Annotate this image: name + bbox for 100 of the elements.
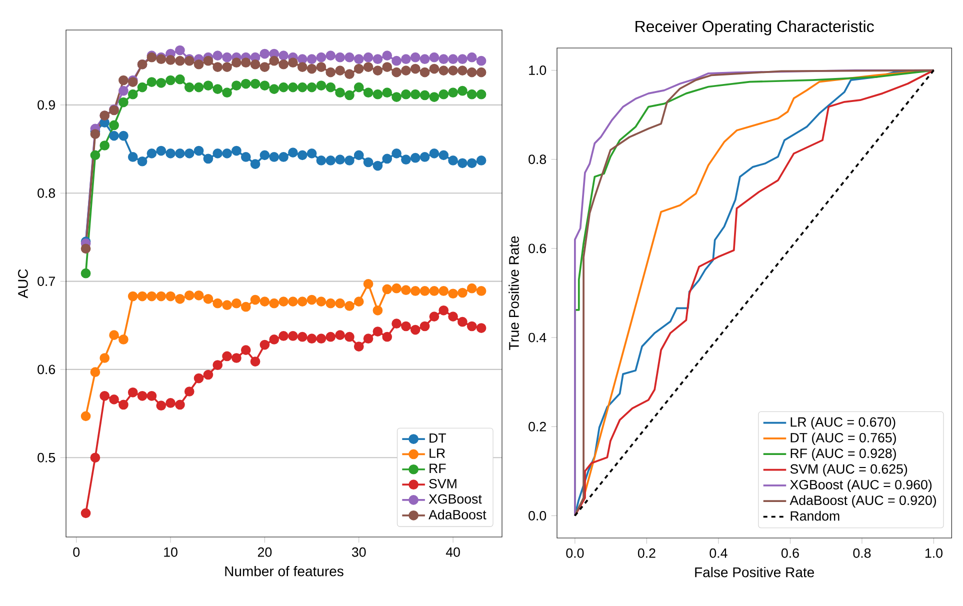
- legend-label: SVM: [429, 478, 456, 488]
- legend-label: DT: [430, 433, 446, 443]
- point: [80, 268, 91, 278]
- point: [372, 326, 383, 336]
- point: [344, 156, 354, 166]
- point: [203, 370, 214, 380]
- point: [212, 62, 223, 72]
- point: [410, 89, 420, 100]
- point: [466, 321, 477, 332]
- point: [410, 286, 420, 296]
- point: [90, 150, 100, 160]
- point: [382, 284, 392, 294]
- x-tick-label: 1.0: [925, 548, 942, 558]
- point: [316, 156, 326, 166]
- point: [448, 156, 458, 166]
- point: [344, 69, 354, 80]
- point: [109, 130, 119, 141]
- point: [212, 148, 223, 158]
- point: [222, 62, 232, 72]
- point: [232, 353, 242, 363]
- point: [438, 54, 449, 64]
- point: [410, 152, 420, 163]
- point: [466, 52, 477, 62]
- point: [382, 50, 392, 60]
- point: [429, 52, 440, 62]
- point: [194, 82, 204, 92]
- point: [372, 305, 383, 316]
- point: [156, 146, 166, 156]
- point: [146, 291, 157, 302]
- point: [392, 148, 402, 158]
- point: [476, 156, 486, 166]
- point: [344, 332, 354, 342]
- x-tick-label: 0.8: [853, 548, 871, 558]
- point: [363, 157, 374, 168]
- point: [382, 62, 392, 72]
- x-tick-label: 0.6: [781, 548, 799, 558]
- point: [194, 373, 204, 384]
- point: [156, 291, 166, 302]
- point: [260, 80, 270, 90]
- point: [269, 334, 280, 344]
- point: [316, 296, 326, 306]
- point: [260, 340, 270, 350]
- point: [184, 386, 194, 396]
- point: [438, 305, 449, 316]
- y-tick-label: 0.6: [528, 244, 546, 254]
- point: [401, 66, 411, 76]
- point: [448, 66, 458, 76]
- point: [382, 332, 392, 342]
- point: [128, 152, 138, 162]
- point: [401, 321, 411, 332]
- point: [194, 59, 204, 70]
- legend-label: SVM (AUC = 0.625): [790, 464, 908, 476]
- y-axis-title: AUC: [18, 269, 28, 298]
- point: [420, 54, 430, 64]
- point: [354, 342, 364, 352]
- point: [354, 82, 364, 92]
- point: [363, 62, 374, 72]
- point: [137, 156, 148, 166]
- point: [109, 330, 119, 340]
- point: [166, 75, 176, 86]
- point: [269, 152, 280, 162]
- legend-label: XGBoost: [428, 494, 482, 504]
- point: [194, 146, 204, 156]
- point: [80, 244, 91, 254]
- point: [175, 56, 185, 66]
- point: [156, 78, 166, 88]
- point: [278, 152, 288, 162]
- legend-label: LR (AUC = 0.670): [790, 416, 896, 430]
- point: [392, 92, 402, 102]
- point: [203, 154, 214, 164]
- point: [156, 400, 166, 411]
- point: [278, 331, 288, 341]
- point: [240, 152, 251, 162]
- point: [372, 54, 383, 64]
- point: [146, 390, 157, 401]
- point: [240, 345, 251, 355]
- point: [354, 54, 364, 64]
- point: [90, 367, 100, 378]
- point: [363, 88, 374, 98]
- point: [344, 301, 354, 311]
- point: [240, 58, 251, 68]
- point: [448, 54, 458, 64]
- point: [184, 82, 194, 92]
- point: [184, 290, 194, 300]
- legend-label: RF: [430, 464, 446, 473]
- y-tick-label: 0.8: [38, 188, 56, 198]
- y-axis-title: True Positive Rate: [508, 236, 519, 350]
- y-tick-label: 1.0: [529, 66, 546, 75]
- point: [297, 82, 308, 92]
- point: [297, 296, 308, 306]
- point: [429, 64, 440, 74]
- x-tick-label: 20: [258, 547, 272, 557]
- point: [212, 50, 223, 60]
- point: [401, 285, 411, 296]
- point: [429, 148, 440, 158]
- point: [420, 321, 430, 332]
- point: [335, 88, 345, 98]
- point: [269, 84, 280, 94]
- point: [363, 52, 374, 62]
- point: [128, 291, 138, 302]
